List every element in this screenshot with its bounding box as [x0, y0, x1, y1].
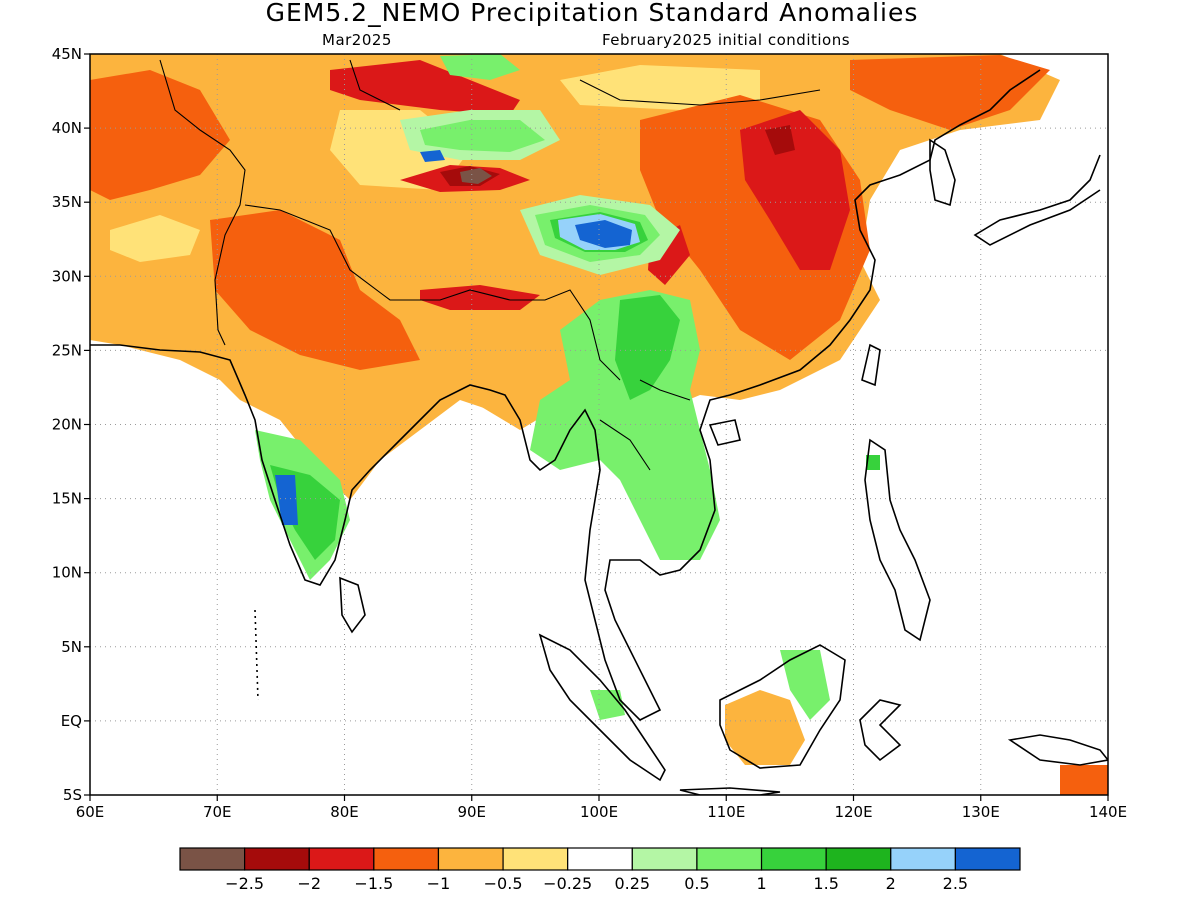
- colorbar-swatch: [502, 847, 569, 871]
- longitude-axis: 60E 70E 80E 90E 100E 110E 120E 130E 140E: [76, 795, 1127, 821]
- anomaly-region-darkorange-northwest: [90, 70, 230, 200]
- colorbar-label: −1: [427, 874, 451, 893]
- anomaly-region-green-philippines: [866, 455, 880, 470]
- colorbar-label: 1.5: [813, 874, 838, 893]
- anomaly-region-brown-tibet: [460, 168, 492, 184]
- latitude-tick-label: 5S: [63, 786, 82, 804]
- coastline-sumatra: [538, 633, 666, 782]
- anomaly-region-green-borneo: [780, 650, 830, 720]
- colorbar-swatch: [244, 847, 310, 871]
- colorbar-swatch: [373, 847, 440, 871]
- latitude-tick-label: 35N: [52, 193, 82, 211]
- colorbar-swatch: [890, 847, 956, 871]
- anomaly-region-blue-south-india: [275, 475, 298, 525]
- colorbar-swatch: [760, 847, 827, 871]
- colorbar-label: −2: [297, 874, 321, 893]
- anomaly-region-darkred-north-china: [765, 125, 795, 155]
- colorbar-swatch: [696, 847, 763, 871]
- coastline-hainan: [708, 419, 741, 446]
- longitude-tick-label: 80E: [330, 803, 359, 821]
- anomaly-region-red-north-china: [740, 110, 850, 270]
- coastline-sri-lanka: [339, 576, 366, 634]
- colorbar-label: 1: [756, 874, 766, 893]
- colorbar-swatch: [631, 847, 698, 871]
- colorbar-label: 0.25: [614, 874, 650, 893]
- latitude-tick-label: 10N: [52, 564, 82, 582]
- anomaly-region-red-northwest: [330, 60, 520, 115]
- colorbar: −2.5 −2 −1.5 −1 −0.5 −0.25 0.25 0.5 1 1.5 2 2.5: [179, 847, 1021, 893]
- colorbar-label: −1.5: [354, 874, 393, 893]
- anomaly-region-red-himalaya: [420, 285, 540, 310]
- coastline-japan: [973, 154, 1101, 246]
- latitude-tick-label: 15N: [52, 490, 82, 508]
- coastline-new-guinea: [1007, 734, 1108, 766]
- coastline-taiwan: [861, 343, 881, 387]
- colorbar-label: 2: [886, 874, 896, 893]
- lat-lon-gridlines: [90, 54, 1108, 795]
- anomaly-shading: [90, 54, 1108, 795]
- latitude-tick-label: EQ: [61, 712, 82, 730]
- anomaly-region-midgreen-indochina: [615, 295, 680, 400]
- anomaly-region-orange-borneo: [725, 690, 805, 765]
- latitude-tick-label: 45N: [52, 45, 82, 63]
- coastline-korea: [929, 138, 956, 207]
- colorbar-swatch: [954, 847, 1021, 871]
- longitude-tick-label: 60E: [76, 803, 105, 821]
- coastline-mainland-asia: [90, 69, 1041, 721]
- colorbar-swatch: [567, 847, 633, 871]
- latitude-tick-label: 5N: [61, 638, 82, 656]
- colorbar-swatch: [308, 847, 375, 871]
- colorbar-label: −2.5: [225, 874, 264, 893]
- colorbar-label: 0.5: [684, 874, 709, 893]
- anomaly-region-blue-qaidam: [575, 220, 632, 248]
- coastline-philippines: [864, 438, 931, 642]
- coastline-borneo: [719, 644, 846, 769]
- anomaly-region-blue-central-asia: [420, 150, 445, 162]
- latitude-tick-label: 25N: [52, 341, 82, 359]
- longitude-tick-label: 100E: [580, 803, 618, 821]
- colorbar-label: −0.5: [484, 874, 523, 893]
- latitude-tick-label: 40N: [52, 119, 82, 137]
- latitude-tick-label: 30N: [52, 267, 82, 285]
- country-borders: [159, 59, 821, 471]
- colorbar-label: 2.5: [943, 874, 968, 893]
- anomaly-region-darkorange-india: [210, 210, 420, 370]
- map-title: GEM5.2_NEMO Precipitation Standard Anoma…: [266, 0, 919, 27]
- anomaly-region-yellow-west: [110, 215, 200, 262]
- colorbar-swatch: [437, 847, 504, 871]
- initial-conditions-label: February2025 initial conditions: [602, 31, 850, 49]
- anomaly-region-yellow-ne: [560, 65, 760, 110]
- coastlines: [90, 59, 1108, 795]
- forecast-month-label: Mar2025: [322, 31, 392, 49]
- anomaly-region-red-east-indonesia: [1060, 765, 1108, 795]
- anomaly-region-green-sumatra: [590, 690, 625, 720]
- latitude-tick-label: 20N: [52, 416, 82, 434]
- longitude-tick-label: 140E: [1089, 803, 1127, 821]
- coastline-java: [679, 787, 781, 795]
- colorbar-label: −0.25: [543, 874, 592, 893]
- anomaly-region-green-north: [440, 54, 520, 80]
- longitude-tick-label: 110E: [707, 803, 745, 821]
- longitude-tick-label: 90E: [457, 803, 486, 821]
- colorbar-swatch: [179, 847, 246, 871]
- coastline-sulawesi: [859, 699, 902, 762]
- longitude-tick-label: 120E: [834, 803, 872, 821]
- map-area: [90, 54, 1108, 795]
- latitude-axis: 45N 40N 35N 30N 25N 20N 15N 10N 5N EQ 5S: [52, 45, 90, 804]
- anomaly-region-green-central-asia: [420, 120, 545, 152]
- longitude-tick-label: 70E: [203, 803, 232, 821]
- longitude-tick-label: 130E: [962, 803, 1000, 821]
- colorbar-swatch: [825, 847, 892, 871]
- anomaly-region-darkorange-northeast: [850, 55, 1050, 130]
